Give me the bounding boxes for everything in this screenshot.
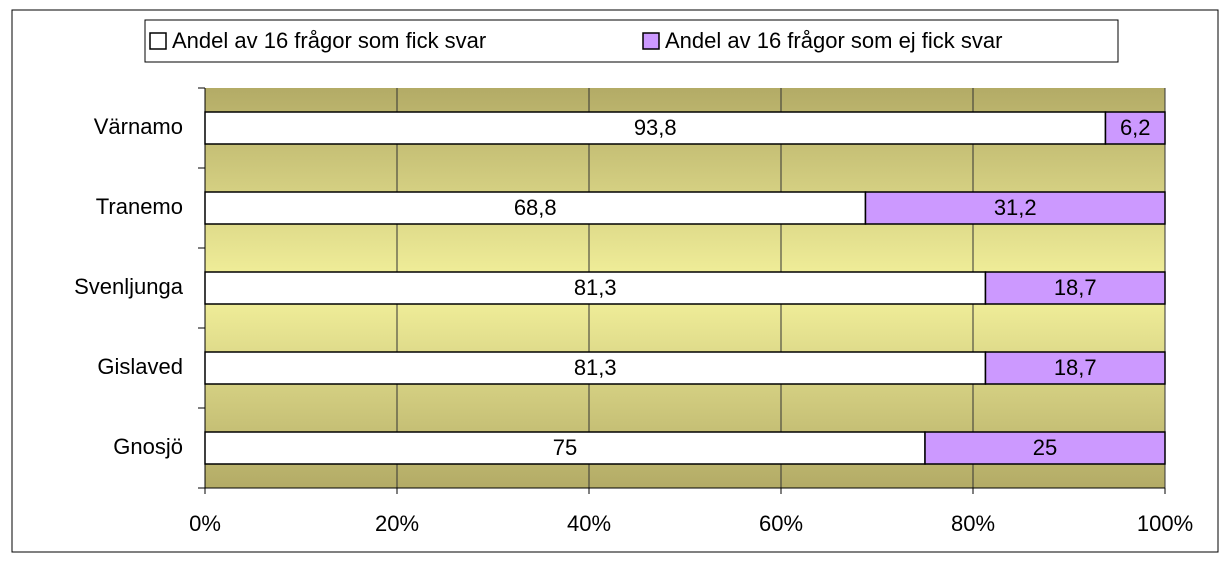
y-tick-label: Svenljunga: [74, 274, 184, 299]
x-tick-label: 40%: [567, 511, 611, 536]
value-label: 6,2: [1120, 115, 1151, 140]
bar-segment: [204, 351, 987, 385]
legend-swatch: [149, 32, 167, 50]
x-tick-label: 80%: [951, 511, 995, 536]
legend-label: Andel av 16 frågor som ej fick svar: [665, 28, 1002, 53]
legend-label: Andel av 16 frågor som fick svar: [172, 28, 486, 53]
value-label: 68,8: [514, 195, 557, 220]
bar-segment: [204, 191, 867, 225]
value-label: 81,3: [574, 275, 617, 300]
bar-segment: [924, 431, 1166, 465]
value-label: 18,7: [1054, 275, 1097, 300]
bar-segment: [1104, 111, 1166, 145]
x-tick-label: 60%: [759, 511, 803, 536]
x-tick-label: 100%: [1137, 511, 1193, 536]
bar-segment: [864, 191, 1166, 225]
x-tick-label: 0%: [189, 511, 221, 536]
bar-segment: [204, 271, 987, 305]
y-tick-label: Gislaved: [97, 354, 183, 379]
bar-segment: [984, 271, 1166, 305]
bar-segment: [984, 351, 1166, 385]
legend: Andel av 16 frågor som fick svar Andel av…: [144, 19, 1119, 63]
value-label: 81,3: [574, 355, 617, 380]
value-label: 18,7: [1054, 355, 1097, 380]
value-label: 93,8: [634, 115, 677, 140]
y-tick-label: Värnamo: [94, 114, 183, 139]
bar-segment: [204, 111, 1107, 145]
bar-segment: [204, 431, 926, 465]
x-tick-label: 20%: [375, 511, 419, 536]
y-tick-label: Tranemo: [96, 194, 183, 219]
value-label: 31,2: [994, 195, 1037, 220]
y-tick-label: Gnosjö: [113, 434, 183, 459]
legend-box: [144, 19, 1119, 63]
legend-swatch: [642, 32, 660, 50]
value-label: 75: [553, 435, 577, 460]
value-label: 25: [1033, 435, 1057, 460]
